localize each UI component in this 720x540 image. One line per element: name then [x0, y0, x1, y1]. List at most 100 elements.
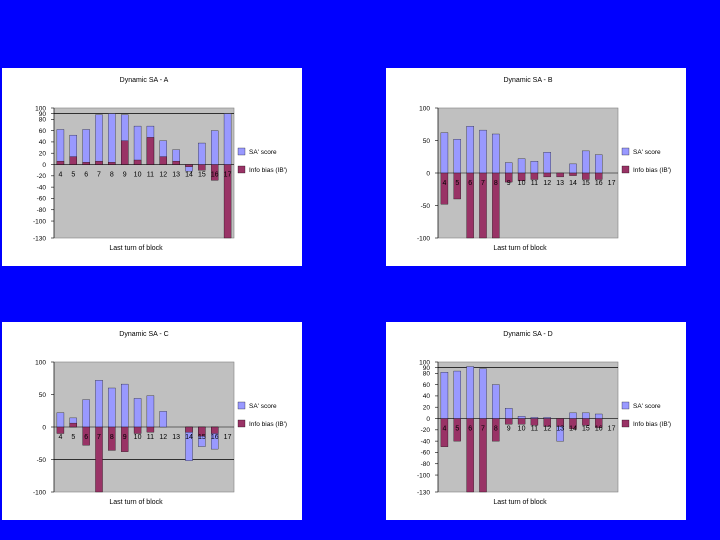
chart-title: Dynamic SA - B: [503, 77, 552, 84]
plot-area: [53, 107, 235, 239]
bar-info-bias: [121, 140, 129, 165]
bar-info-bias: [466, 418, 474, 493]
x-tick-label: 16: [211, 172, 219, 179]
x-tick-label: 13: [172, 434, 180, 441]
legend-label-sa: SA' score: [249, 403, 277, 410]
legend-label-ib: Info bias (IB'): [249, 421, 287, 428]
bar-info-bias: [82, 426, 90, 446]
x-tick-label: 17: [224, 434, 232, 441]
chart-b: Dynamic SA - B 100 50 0 -50 -100 4 5 6 7 8 9 10 11 12 1…: [417, 77, 671, 252]
x-tick-label: 14: [185, 172, 193, 179]
bar-info-bias: [146, 137, 155, 165]
bar-info-bias: [479, 418, 487, 493]
bar-info-bias: [492, 418, 500, 442]
y-tick-label: -130: [417, 489, 430, 496]
y-tick-label: 40: [39, 139, 47, 146]
y-tick-label: -100: [33, 218, 46, 225]
bar-info-bias: [440, 418, 449, 447]
y-tick-label: -100: [33, 489, 46, 496]
y-tick-label: -80: [37, 207, 47, 214]
x-tick-label: 16: [595, 180, 603, 187]
bar-sa-score: [569, 163, 577, 174]
y-tick-label: 60: [39, 128, 47, 135]
y-tick-label: 0: [426, 170, 430, 177]
legend-label-ib: Info bias (IB'): [633, 167, 671, 174]
bar-sa-score: [505, 408, 513, 419]
x-tick-label: 15: [582, 426, 590, 433]
bar-info-bias: [211, 164, 219, 181]
bar-info-bias: [479, 172, 487, 239]
x-tick-label: 11: [531, 180, 538, 187]
x-axis-label: Last turn of block: [109, 245, 163, 252]
chart-title: Dynamic SA - D: [503, 331, 552, 338]
x-tick-label: 12: [159, 434, 167, 441]
bar-info-bias: [582, 418, 590, 426]
bar-info-bias: [466, 172, 474, 239]
bar-info-bias: [492, 172, 500, 239]
legend-swatch-ib: [237, 419, 246, 428]
bar-info-bias: [95, 160, 103, 165]
x-tick-label: 8: [110, 434, 114, 441]
bar-sa-score: [453, 370, 461, 419]
y-tick-label: -130: [33, 235, 46, 242]
legend-swatch-ib: [237, 165, 246, 174]
bar-info-bias: [108, 162, 116, 165]
bar-sa-score: [133, 125, 142, 165]
bar-info-bias: [69, 156, 77, 165]
y-tick-label: -20: [37, 173, 47, 180]
bar-info-bias: [108, 426, 116, 451]
bar-sa-score: [223, 113, 232, 165]
bar-info-bias: [556, 418, 564, 427]
x-tick-label: 15: [198, 172, 206, 179]
x-tick-label: 16: [595, 426, 603, 433]
legend-swatch-ib: [621, 419, 630, 428]
x-tick-label: 10: [518, 426, 526, 433]
bar-sa-score: [146, 395, 155, 428]
y-tick-label: 100: [35, 105, 46, 112]
x-tick-label: 7: [97, 172, 101, 179]
bar-sa-score: [492, 133, 500, 174]
bar-info-bias: [56, 160, 65, 165]
x-tick-label: 11: [531, 426, 538, 433]
bar-sa-score: [198, 142, 206, 165]
y-tick-label: -20: [421, 427, 431, 434]
x-tick-label: 12: [543, 426, 551, 433]
bar-sa-score: [95, 380, 103, 428]
x-tick-label: 8: [110, 172, 114, 179]
y-tick-label: 50: [423, 138, 431, 145]
bar-sa-score: [466, 126, 474, 174]
bar-info-bias: [133, 426, 142, 434]
bar-sa-score: [569, 412, 577, 419]
bar-info-bias: [569, 418, 577, 429]
x-tick-label: 7: [481, 180, 485, 187]
bar-sa-score: [82, 129, 90, 165]
bar-info-bias: [198, 164, 206, 171]
y-tick-label: 50: [39, 392, 47, 399]
bar-info-bias: [159, 156, 167, 165]
x-tick-label: 4: [442, 426, 446, 433]
bar-info-bias: [543, 418, 551, 427]
bar-info-bias: [185, 426, 193, 433]
legend-label-sa: SA' score: [249, 149, 277, 156]
bar-sa-score: [453, 139, 461, 174]
y-tick-label: 100: [35, 359, 46, 366]
legend-label-ib: Info bias (IB'): [633, 421, 671, 428]
bar-info-bias: [95, 426, 103, 493]
chart-panel-b: Dynamic SA - B 100 50 0 -50 -100 4 5 6 7 8 9 10 11 12 1…: [386, 68, 686, 266]
chart-panel-d: Dynamic SA - D 100 90 80 60 40 20 0 -20 -40 -60 -80…: [386, 322, 686, 520]
y-tick-label: -40: [421, 438, 431, 445]
y-tick-label: 90: [39, 111, 47, 118]
bar-info-bias: [198, 426, 206, 437]
y-tick-label: 40: [423, 393, 431, 400]
bar-sa-score: [479, 129, 487, 174]
bar-sa-score: [530, 417, 539, 419]
x-tick-label: 6: [84, 434, 88, 441]
bar-info-bias: [582, 172, 590, 180]
bar-info-bias: [530, 418, 539, 426]
bar-info-bias: [569, 172, 577, 176]
x-tick-label: 12: [159, 172, 167, 179]
bar-sa-score: [543, 152, 551, 174]
x-tick-label: 5: [71, 434, 75, 441]
bar-info-bias: [133, 159, 142, 165]
bar-info-bias: [517, 418, 526, 425]
